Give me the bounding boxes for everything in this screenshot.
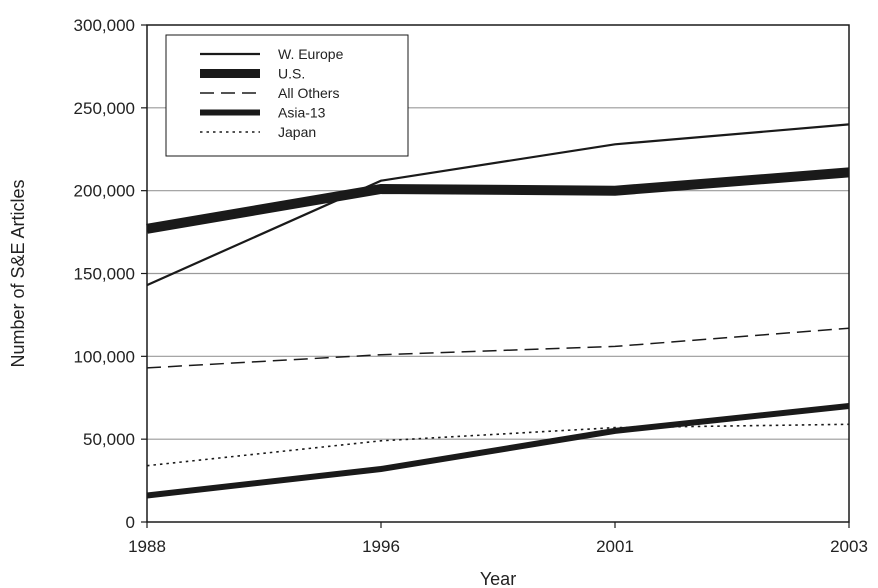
x-tick-label: 2003 xyxy=(830,537,868,556)
series-line-asia-13 xyxy=(146,403,850,499)
x-axis-ticks: 1988 1996 2001 2003 xyxy=(128,522,868,556)
y-axis-title: Number of S&E Articles xyxy=(8,179,28,367)
y-axis-ticks: 0 50,000 100,000 150,000 200,000 250,000 300,0… xyxy=(74,16,147,532)
y-tick-label: 0 xyxy=(126,513,135,532)
y-tick-label: 250,000 xyxy=(74,99,135,118)
legend: W. Europe U.S. All Others Asia-13 Japan xyxy=(165,34,409,157)
y-tick-label: 100,000 xyxy=(74,347,135,366)
legend-label: Asia-13 xyxy=(278,105,326,121)
y-tick-label: 150,000 xyxy=(74,265,135,284)
x-tick-label: 1996 xyxy=(362,537,400,556)
series-line-u-s xyxy=(146,167,850,234)
y-tick-label: 50,000 xyxy=(83,430,135,449)
y-tick-label: 200,000 xyxy=(74,182,135,201)
legend-box xyxy=(165,34,409,157)
y-tick-label: 300,000 xyxy=(74,16,135,35)
series-line-w-europe xyxy=(146,123,850,287)
x-axis-title: Year xyxy=(480,569,516,588)
series-line-japan xyxy=(146,423,850,467)
legend-label: Japan xyxy=(278,124,316,140)
legend-label: U.S. xyxy=(278,66,305,82)
x-tick-label: 1988 xyxy=(128,537,166,556)
gridlines xyxy=(147,107,849,440)
legend-label: W. Europe xyxy=(278,46,344,62)
series-line-all-others xyxy=(146,327,850,369)
x-tick-label: 2001 xyxy=(596,537,634,556)
legend-label: All Others xyxy=(278,85,339,101)
series-lines xyxy=(146,123,850,499)
